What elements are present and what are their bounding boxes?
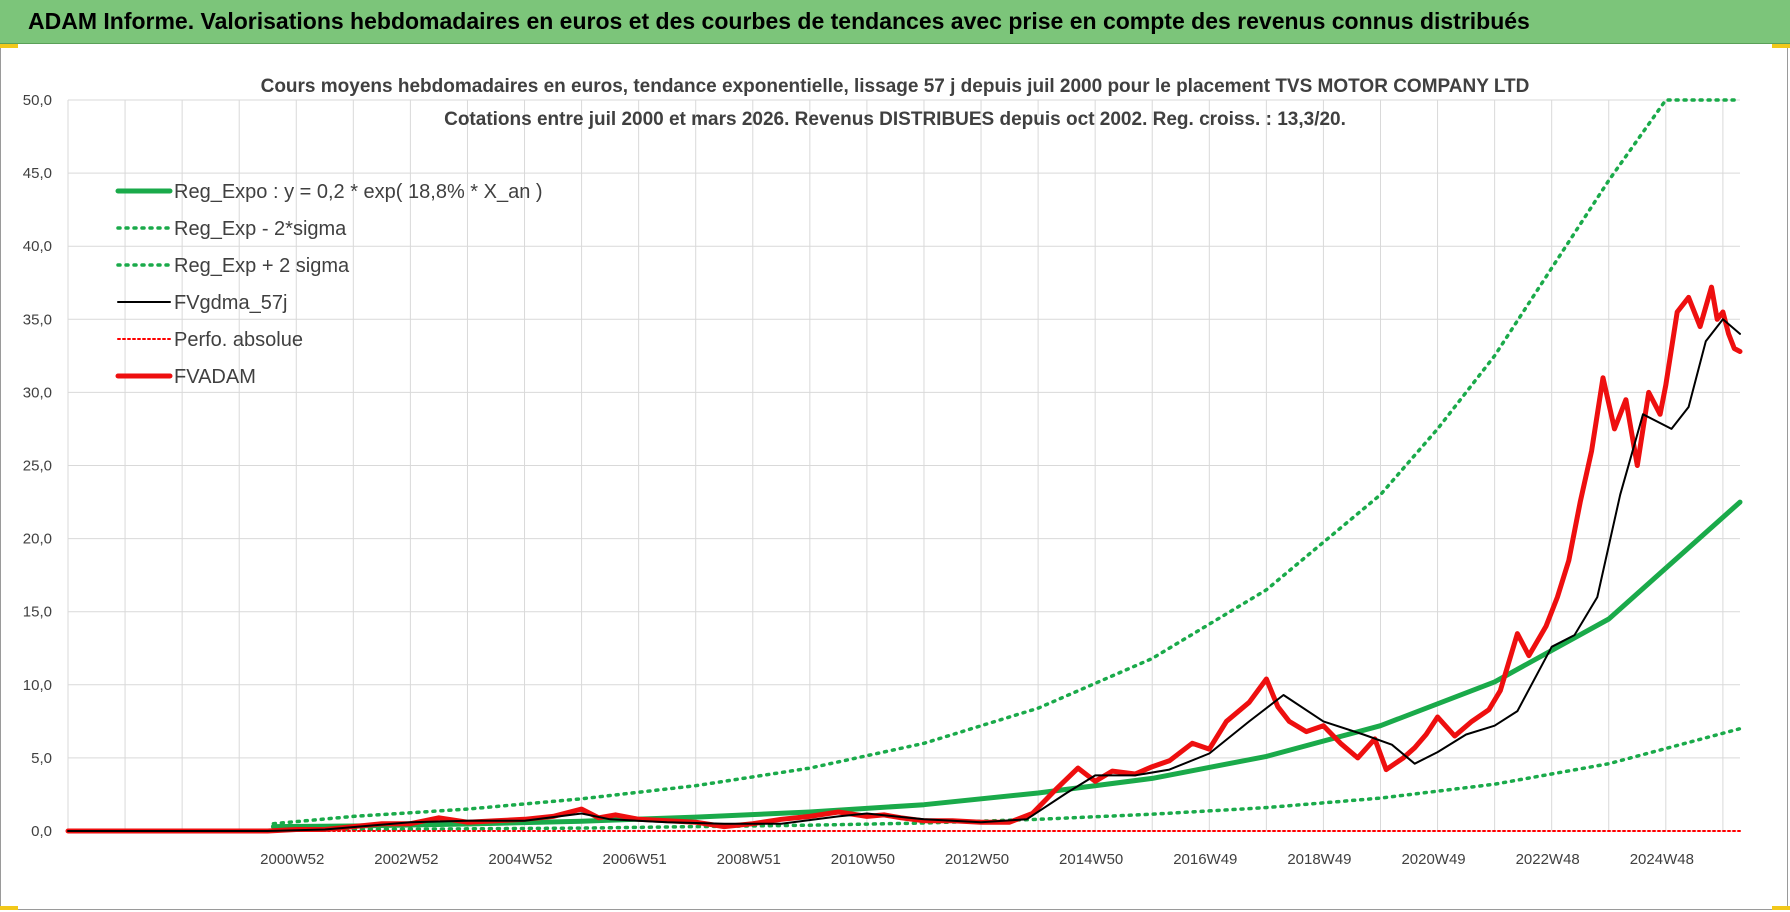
- chart-frame: [0, 44, 1788, 910]
- x-tick-label: 2010W50: [831, 851, 895, 868]
- legend-label: Reg_Exp - 2*sigma: [174, 218, 347, 240]
- corner-marker-bottom-right: [1772, 906, 1790, 910]
- corner-marker-bottom-left: [0, 906, 18, 910]
- x-tick-label: 2018W49: [1287, 851, 1351, 868]
- series-line-3: [67, 318, 1741, 832]
- y-tick-label: 15,0: [23, 604, 52, 621]
- grid: [67, 99, 1740, 832]
- legend-label: FVADAM: [174, 366, 256, 388]
- series-lines: [65, 98, 1743, 834]
- y-tick-label: 25,0: [23, 458, 52, 475]
- x-tick-label: 2000W52: [260, 851, 324, 868]
- legend-label: Perfo. absolue: [174, 329, 303, 351]
- legend-label: Reg_Expo : y = 0,2 * exp( 18,8% * X_an ): [174, 181, 543, 203]
- series-line-1: [271, 726, 1742, 833]
- header-bar: ADAM Informe. Valorisations hebdomadaire…: [0, 0, 1790, 44]
- x-tick-label: 2006W51: [603, 851, 667, 868]
- chart-title: Cours moyens hebdomadaires en euros, ten…: [261, 76, 1530, 97]
- y-tick-label: 20,0: [23, 531, 52, 548]
- y-tick-label: 50,0: [23, 92, 52, 109]
- x-tick-label: 2022W48: [1516, 851, 1580, 868]
- x-tick-label: 2016W49: [1173, 851, 1237, 868]
- y-tick-label: 35,0: [23, 311, 52, 328]
- series-line-2: [271, 98, 1742, 826]
- x-tick-label: 2004W52: [488, 851, 552, 868]
- y-tick-label: 40,0: [23, 238, 52, 255]
- corner-marker-right: [1772, 44, 1790, 48]
- page-title: ADAM Informe. Valorisations hebdomadaire…: [28, 8, 1530, 34]
- x-tick-label: 2012W50: [945, 851, 1009, 868]
- y-tick-label: 30,0: [23, 384, 52, 401]
- series-line-5: [65, 284, 1743, 834]
- x-tick-label: 2002W52: [374, 851, 438, 868]
- legend: Reg_Expo : y = 0,2 * exp( 18,8% * X_an )…: [115, 181, 543, 388]
- chart-subtitle: Cotations entre juil 2000 et mars 2026. …: [444, 109, 1346, 130]
- x-tick-label: 2008W51: [717, 851, 781, 868]
- corner-marker-left: [0, 44, 18, 48]
- y-tick-label: 0,0: [31, 823, 52, 840]
- x-tick-label: 2020W49: [1401, 851, 1465, 868]
- legend-label: FVgdma_57j: [174, 292, 287, 314]
- y-tick-label: 5,0: [31, 750, 52, 767]
- x-axis-ticks: 2000W52 2002W52 2004W52 2006W51 2008W51 2010W…: [260, 851, 1694, 868]
- legend-label: Reg_Exp + 2 sigma: [174, 255, 350, 277]
- y-axis-ticks: 0,0 5,0 10,0 15,0 20,0 25,0 30,0 35,0 40,0 45,0 50…: [23, 92, 52, 840]
- x-tick-label: 2014W50: [1059, 851, 1123, 868]
- x-tick-label: 2024W48: [1630, 851, 1694, 868]
- y-tick-label: 45,0: [23, 165, 52, 182]
- y-tick-label: 10,0: [23, 677, 52, 694]
